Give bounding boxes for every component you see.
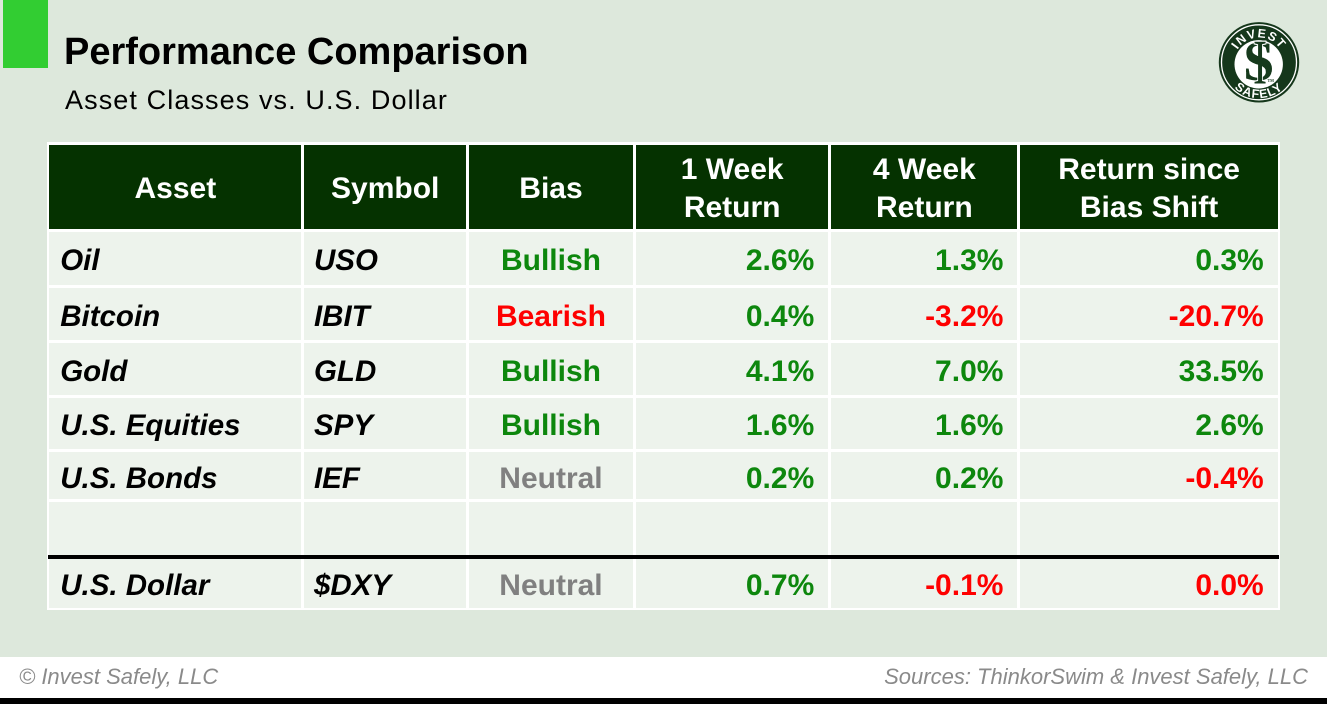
svg-text:TM: TM — [1268, 78, 1275, 83]
svg-text:SAFELY: SAFELY — [1232, 80, 1285, 102]
svg-text:I: I — [1253, 27, 1267, 98]
svg-text:S: S — [1243, 31, 1274, 93]
svg-text:S: S — [1243, 31, 1274, 93]
